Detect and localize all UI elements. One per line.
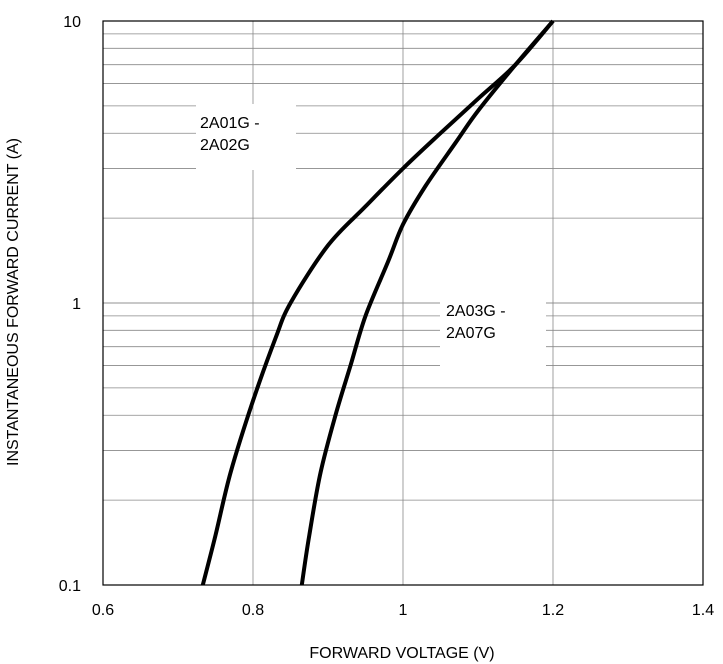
annotation-background: [196, 104, 296, 170]
x-tick-labels: 0.6 0.8 1 1.2 1.4: [92, 602, 714, 619]
curve-annotations: 2A01G - 2A02G 2A03G - 2A07G: [200, 115, 506, 342]
series-curves: [200, 19, 555, 586]
curve-annotation-line: 2A02G: [200, 137, 250, 154]
x-tick-label: 0.8: [242, 602, 264, 619]
curve-annotation-line: 2A01G -: [200, 115, 260, 132]
y-tick-labels: 0.1 1 10: [59, 14, 81, 595]
x-tick-label: 1.2: [542, 602, 564, 619]
series-line-1: [200, 19, 555, 586]
y-tick-label: 0.1: [59, 578, 81, 595]
series-line-2: [299, 19, 555, 586]
x-axis-label: FORWARD VOLTAGE (V): [309, 645, 494, 662]
annotation-backgrounds: [196, 104, 546, 368]
x-tick-label: 0.6: [92, 602, 114, 619]
x-tick-label: 1: [399, 602, 408, 619]
y-axis-label: INSTANTANEOUS FORWARD CURRENT (A): [5, 138, 22, 466]
grid-lines: [102, 20, 704, 586]
plot-frame: [102, 20, 704, 586]
curve-annotation-line: 2A03G -: [446, 303, 506, 320]
curve-annotation-line: 2A07G: [446, 325, 496, 342]
annotation-background: [440, 292, 546, 368]
y-tick-label: 1: [72, 296, 81, 313]
x-tick-label: 1.4: [692, 602, 714, 619]
y-tick-label: 10: [63, 14, 81, 31]
